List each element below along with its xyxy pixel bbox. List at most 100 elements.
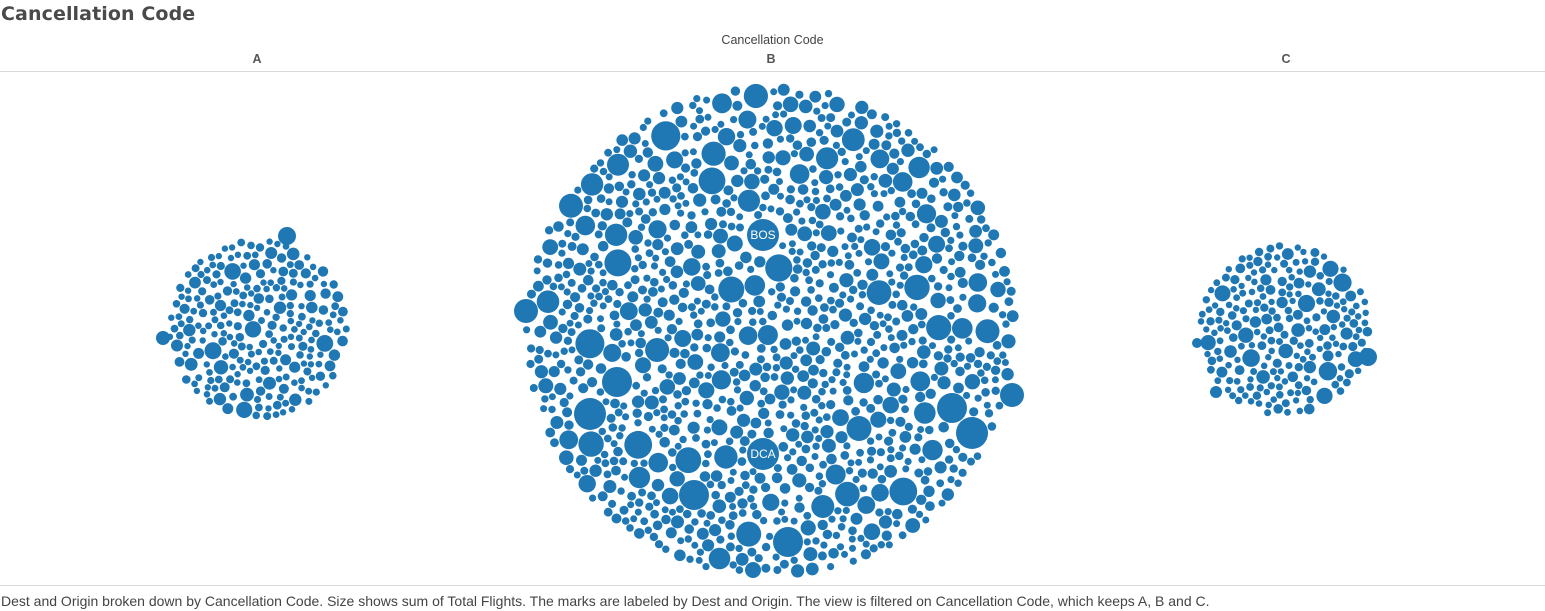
- bubble-mark[interactable]: [826, 453, 837, 465]
- bubble-mark[interactable]: [697, 509, 706, 518]
- bubble-mark[interactable]: [832, 368, 841, 377]
- bubble-mark[interactable]: [621, 473, 629, 481]
- bubble-mark[interactable]: [280, 285, 288, 292]
- bubble-mark[interactable]: [607, 279, 618, 291]
- bubble-mark[interactable]: [809, 90, 822, 103]
- bubble-mark[interactable]: [807, 286, 815, 294]
- bubble-mark[interactable]: [642, 373, 652, 382]
- bubble-mark[interactable]: [1247, 398, 1255, 405]
- bubble-mark[interactable]: [1343, 314, 1351, 322]
- bubble-mark[interactable]: [663, 275, 671, 284]
- bubble-mark[interactable]: [736, 223, 744, 232]
- bubble-mark[interactable]: [651, 121, 681, 151]
- bubble-mark[interactable]: [852, 475, 860, 484]
- bubble-mark[interactable]: [574, 355, 584, 365]
- bubble-mark[interactable]: [944, 345, 953, 354]
- bubble-mark[interactable]: [603, 470, 612, 479]
- bubble-mark[interactable]: [1292, 258, 1300, 266]
- bubble-mark[interactable]: [991, 376, 999, 384]
- bubble-mark[interactable]: [608, 499, 617, 508]
- bubble-mark[interactable]: [928, 274, 936, 283]
- bubble-mark[interactable]: [542, 275, 552, 285]
- bubble-mark[interactable]: [328, 349, 341, 361]
- bubble-mark[interactable]: [712, 499, 727, 513]
- bubble-mark[interactable]: [659, 379, 676, 395]
- bubble-mark[interactable]: [635, 207, 644, 216]
- bubble-mark[interactable]: [603, 434, 612, 443]
- bubble-mark[interactable]: [603, 480, 617, 493]
- bubble-mark[interactable]: [827, 245, 839, 257]
- bubble-mark[interactable]: [797, 370, 810, 382]
- bubble-mark[interactable]: [622, 217, 633, 228]
- bubble-mark[interactable]: [966, 189, 975, 197]
- bubble-mark[interactable]: [776, 178, 783, 185]
- bubble-mark[interactable]: [220, 312, 228, 319]
- bubble-mark[interactable]: [1301, 385, 1312, 396]
- bubble-mark[interactable]: [1003, 278, 1011, 286]
- bubble-mark[interactable]: [1285, 314, 1294, 323]
- bubble-mark[interactable]: [327, 326, 334, 333]
- bubble-mark[interactable]: [1224, 327, 1231, 334]
- bubble-mark[interactable]: [939, 188, 948, 197]
- bubble-mark[interactable]: [1339, 342, 1348, 351]
- bubble-mark[interactable]: [703, 426, 712, 434]
- bubble-mark[interactable]: [745, 158, 757, 170]
- bubble-mark[interactable]: [851, 350, 858, 358]
- bubble-mark[interactable]: [215, 252, 222, 260]
- bubble-mark[interactable]: [184, 342, 191, 350]
- bubble-mark[interactable]: [790, 352, 798, 360]
- bubble-mark[interactable]: [675, 447, 702, 474]
- bubble-mark[interactable]: [1338, 321, 1346, 328]
- bubble-mark[interactable]: [693, 319, 703, 329]
- bubble-mark[interactable]: [901, 405, 909, 414]
- bubble-mark[interactable]: [710, 470, 723, 482]
- bubble-mark[interactable]: [805, 562, 819, 576]
- bubble-mark[interactable]: [1284, 408, 1291, 416]
- bubble-mark[interactable]: [1207, 286, 1215, 294]
- bubble-mark[interactable]: [331, 302, 340, 311]
- bubble-mark[interactable]: [678, 287, 689, 298]
- bubble-mark[interactable]: [265, 393, 273, 400]
- bubble-mark[interactable]: [1197, 318, 1205, 325]
- bubble-mark[interactable]: [800, 354, 813, 367]
- bubble-mark[interactable]: [601, 288, 610, 296]
- bubble-mark[interactable]: [306, 301, 318, 314]
- bubble-mark[interactable]: [840, 330, 855, 345]
- bubble-mark[interactable]: [801, 430, 814, 444]
- bubble-mark[interactable]: [325, 319, 333, 326]
- bubble-mark[interactable]: [1263, 388, 1271, 396]
- bubble-mark[interactable]: [295, 334, 303, 342]
- bubble-mark[interactable]: [735, 566, 744, 574]
- bubble-mark[interactable]: [832, 141, 841, 149]
- bubble-mark[interactable]: [1000, 383, 1024, 407]
- bubble-mark[interactable]: [835, 183, 844, 191]
- bubble-mark[interactable]: [544, 349, 552, 358]
- bubble-mark[interactable]: [650, 277, 659, 287]
- bubble-mark[interactable]: [958, 468, 967, 477]
- bubble-mark[interactable]: [1339, 298, 1347, 306]
- bubble-mark[interactable]: [707, 363, 715, 371]
- bubble-mark[interactable]: [799, 146, 814, 162]
- bubble-mark[interactable]: [1362, 309, 1369, 316]
- bubble-mark[interactable]: [907, 189, 916, 199]
- bubble-mark[interactable]: [236, 356, 244, 364]
- bubble-mark[interactable]: [575, 215, 596, 236]
- bubble-mark[interactable]: [569, 376, 578, 385]
- bubble-mark[interactable]: [1249, 316, 1262, 328]
- bubble-mark[interactable]: [682, 178, 690, 186]
- bubble-mark[interactable]: [870, 173, 878, 181]
- bubble-mark[interactable]: [1270, 396, 1277, 403]
- bubble-mark[interactable]: [687, 211, 696, 220]
- bubble-mark[interactable]: [246, 343, 253, 351]
- bubble-mark[interactable]: [1297, 294, 1316, 313]
- bubble-mark[interactable]: [680, 348, 690, 359]
- bubble-mark[interactable]: [1213, 279, 1221, 287]
- bubble-mark[interactable]: [717, 128, 736, 146]
- bubble-mark[interactable]: [1320, 308, 1328, 315]
- bubble-mark[interactable]: [279, 324, 288, 332]
- bubble-mark[interactable]: [895, 451, 904, 461]
- bubble-mark[interactable]: [802, 258, 813, 268]
- bubble-mark[interactable]: [826, 113, 836, 123]
- bubble-mark[interactable]: [875, 379, 883, 388]
- bubble-mark[interactable]: [944, 438, 955, 449]
